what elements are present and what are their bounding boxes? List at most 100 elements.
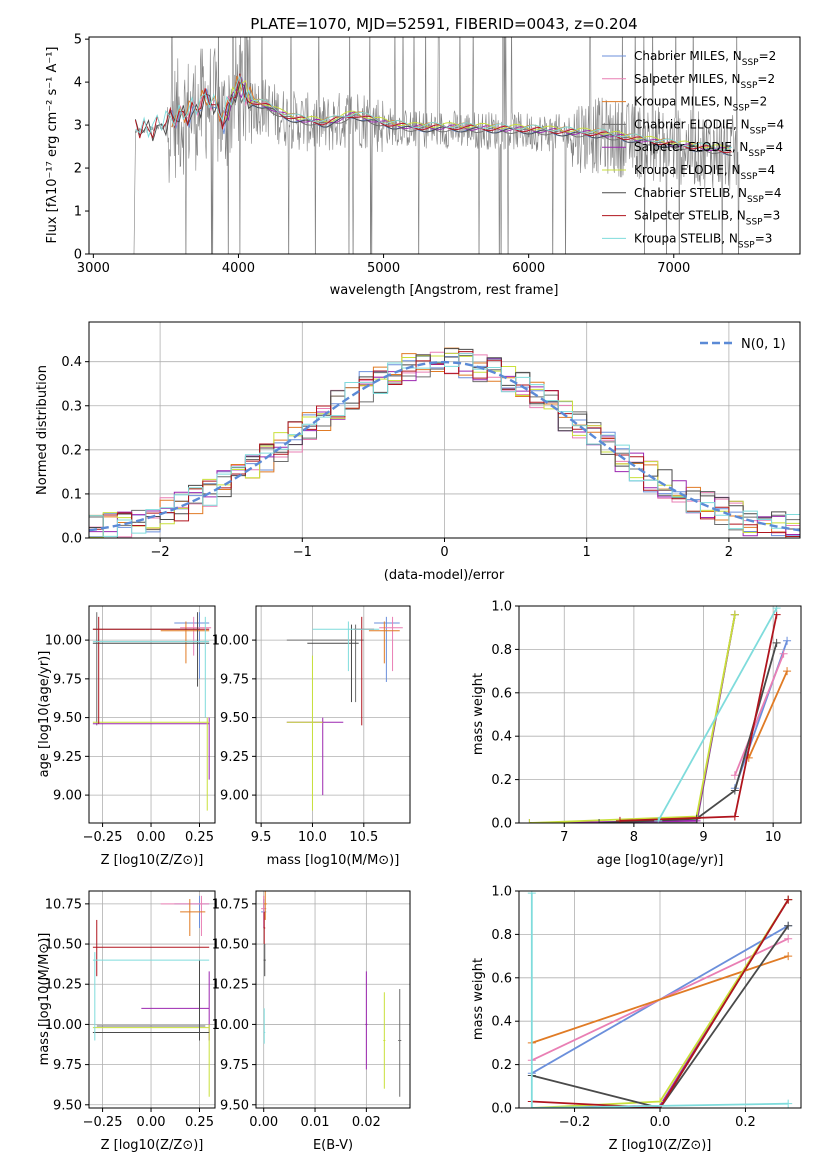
- age-vs-Z-xlabel: Z [log10(Z/Z⊙)]: [101, 853, 204, 868]
- x-tick-label: 7000: [657, 261, 690, 276]
- weight-marker: [730, 812, 739, 821]
- weight-marker: [525, 819, 534, 823]
- legend-eq: =2: [750, 95, 768, 109]
- y-tick-label: 0: [74, 248, 82, 263]
- legend-text: Chabrier MILES, N: [634, 49, 742, 63]
- model-spectrum-line: [223, 81, 730, 152]
- x-tick-label: 2: [725, 545, 733, 560]
- legend-text: Salpeter STELIB, N: [634, 209, 746, 223]
- y-tick-label: 0.2: [491, 773, 512, 788]
- legend-sub: SSP: [741, 172, 758, 182]
- legend-entry: Salpeter MILES, NSSP=2: [634, 72, 775, 91]
- x-tick-label: 0.00: [137, 830, 166, 845]
- residuals-legend: N(0, 1): [700, 337, 786, 352]
- legend-eq: =2: [759, 49, 777, 63]
- x-tick-label: 8: [630, 830, 638, 845]
- x-tick-label: 9: [699, 830, 707, 845]
- legend-eq: =3: [755, 231, 773, 245]
- weight-marker: [730, 786, 739, 795]
- gaussian-curve: [89, 360, 800, 532]
- mass-vs-Z-plot-area: [92, 895, 210, 1097]
- x-tick-label: −0.25: [83, 1115, 123, 1130]
- legend-sub: SSP: [747, 195, 764, 205]
- mass-vs-EBV-axes: [256, 891, 410, 1108]
- legend-sub: SSP: [742, 58, 759, 68]
- x-tick-label: 0.0: [650, 1115, 671, 1130]
- y-tick-label: 9.75: [220, 1058, 249, 1073]
- x-tick-label: −1: [293, 545, 312, 560]
- y-tick-label: 0.8: [491, 928, 512, 943]
- age-vs-Z-axes: [89, 606, 215, 823]
- y-tick-label: 9.75: [220, 672, 249, 687]
- model-spectrum-line: [135, 74, 732, 151]
- x-tick-label: 0.25: [185, 1115, 214, 1130]
- weight-line: [734, 653, 785, 776]
- y-tick-label: 9.00: [53, 789, 82, 804]
- legend-text: Kroupa MILES, N: [634, 95, 733, 109]
- age-vs-Z-frame: −0.25 0.00 0.25 9.00 9.25 9.50 9.75 10.00: [45, 605, 216, 845]
- y-tick-label: 9.00: [220, 789, 249, 804]
- weight-marker: [772, 638, 781, 647]
- age-vs-mass-frame: 9.5 10.0 10.5 9.00 9.25 9.50 9.75 10.00: [212, 605, 411, 845]
- axes-frame: [88, 890, 216, 1109]
- spectrum-ylabel: Flux [fλ10⁻¹⁷ erg cm⁻² s⁻¹ A⁻¹]: [45, 47, 60, 244]
- mass-vs-EBV-frame: 0.00 0.01 0.02 9.50 9.75 10.00 10.25 10.50 10.75: [212, 890, 411, 1130]
- weight-marker: [527, 891, 536, 898]
- x-tick-label: 6000: [512, 261, 545, 276]
- axes-frame: [518, 605, 802, 824]
- legend-sub: SSP: [741, 81, 758, 91]
- y-tick-label: 0.4: [491, 1015, 512, 1030]
- y-tick-label: 0.1: [61, 487, 82, 502]
- residuals-xlabel: (data-model)/error: [384, 568, 505, 583]
- weight-vs-age-frame: 7 8 9 10 0.0 0.2 0.4 0.6 0.8 1.0: [491, 600, 802, 845]
- legend-text: Chabrier ELODIE, N: [634, 117, 750, 131]
- y-tick-label: 10.25: [45, 978, 82, 993]
- mass-vs-EBV-xlabel: E(B-V): [313, 1138, 353, 1153]
- weight-vs-Z-xlabel: Z [log10(Z/Z⊙)]: [609, 1138, 712, 1153]
- legend-entry: Salpeter ELODIE, NSSP=4: [634, 140, 783, 159]
- spectrum-plot-area: [122, 37, 740, 254]
- weight-marker: [784, 952, 793, 961]
- y-tick-label: 10.25: [212, 978, 249, 993]
- mass-vs-Z-xlabel: Z [log10(Z/Z⊙)]: [101, 1138, 204, 1153]
- weight-vs-age-xlabel: age [log10(age/yr)]: [597, 853, 724, 868]
- weight-marker: [779, 649, 788, 658]
- weight-vs-Z-ylabel: mass weight: [471, 958, 486, 1040]
- x-tick-label: −0.2: [559, 1115, 591, 1130]
- legend-eq: =2: [757, 72, 775, 86]
- weight-line: [531, 925, 789, 1108]
- age-vs-Z-plot-area: [92, 612, 212, 811]
- y-tick-label: 0.4: [491, 730, 512, 745]
- weight-vs-age-plot-area: [525, 606, 792, 823]
- residuals-frame: −2 −1 0 1 2 0.0 0.1 0.2 0.3 0.4: [61, 321, 801, 560]
- y-tick-label: 9.25: [53, 750, 82, 765]
- x-tick-label: 7: [560, 830, 568, 845]
- axes-frame: [88, 605, 216, 824]
- y-tick-label: 0.2: [491, 1058, 512, 1073]
- model-spectrum-line: [223, 80, 730, 150]
- weight-marker: [772, 606, 781, 613]
- model-spectrum-line: [134, 81, 732, 156]
- axes-frame: [255, 890, 411, 1109]
- weight-vs-Z-plot-area: [527, 891, 793, 1108]
- y-tick-label: 10.75: [45, 897, 82, 912]
- x-tick-label: 9.5: [251, 830, 272, 845]
- y-tick-label: 3: [74, 119, 82, 134]
- mass-vs-Z-ylabel: mass [log10(M/M⊙)]: [37, 933, 52, 1066]
- y-tick-label: 0.0: [491, 817, 512, 832]
- weight-marker: [784, 921, 793, 930]
- x-tick-label: 0.2: [735, 1115, 756, 1130]
- y-tick-label: 0.0: [491, 1102, 512, 1117]
- legend-entry: Kroupa STELIB, NSSP=3: [634, 231, 772, 250]
- y-tick-label: 1.0: [491, 885, 512, 900]
- weight-line: [599, 642, 778, 823]
- y-tick-label: 0.6: [491, 686, 512, 701]
- y-tick-label: 4: [74, 76, 82, 91]
- legend-entry: Chabrier ELODIE, NSSP=4: [634, 117, 784, 136]
- legend-text: Chabrier STELIB, N: [634, 186, 747, 200]
- legend-sub: SSP: [750, 126, 767, 136]
- legend-text: Kroupa STELIB, N: [634, 231, 738, 245]
- weight-marker: [783, 636, 792, 645]
- y-tick-label: 10.00: [212, 634, 249, 649]
- weight-line: [530, 893, 789, 1108]
